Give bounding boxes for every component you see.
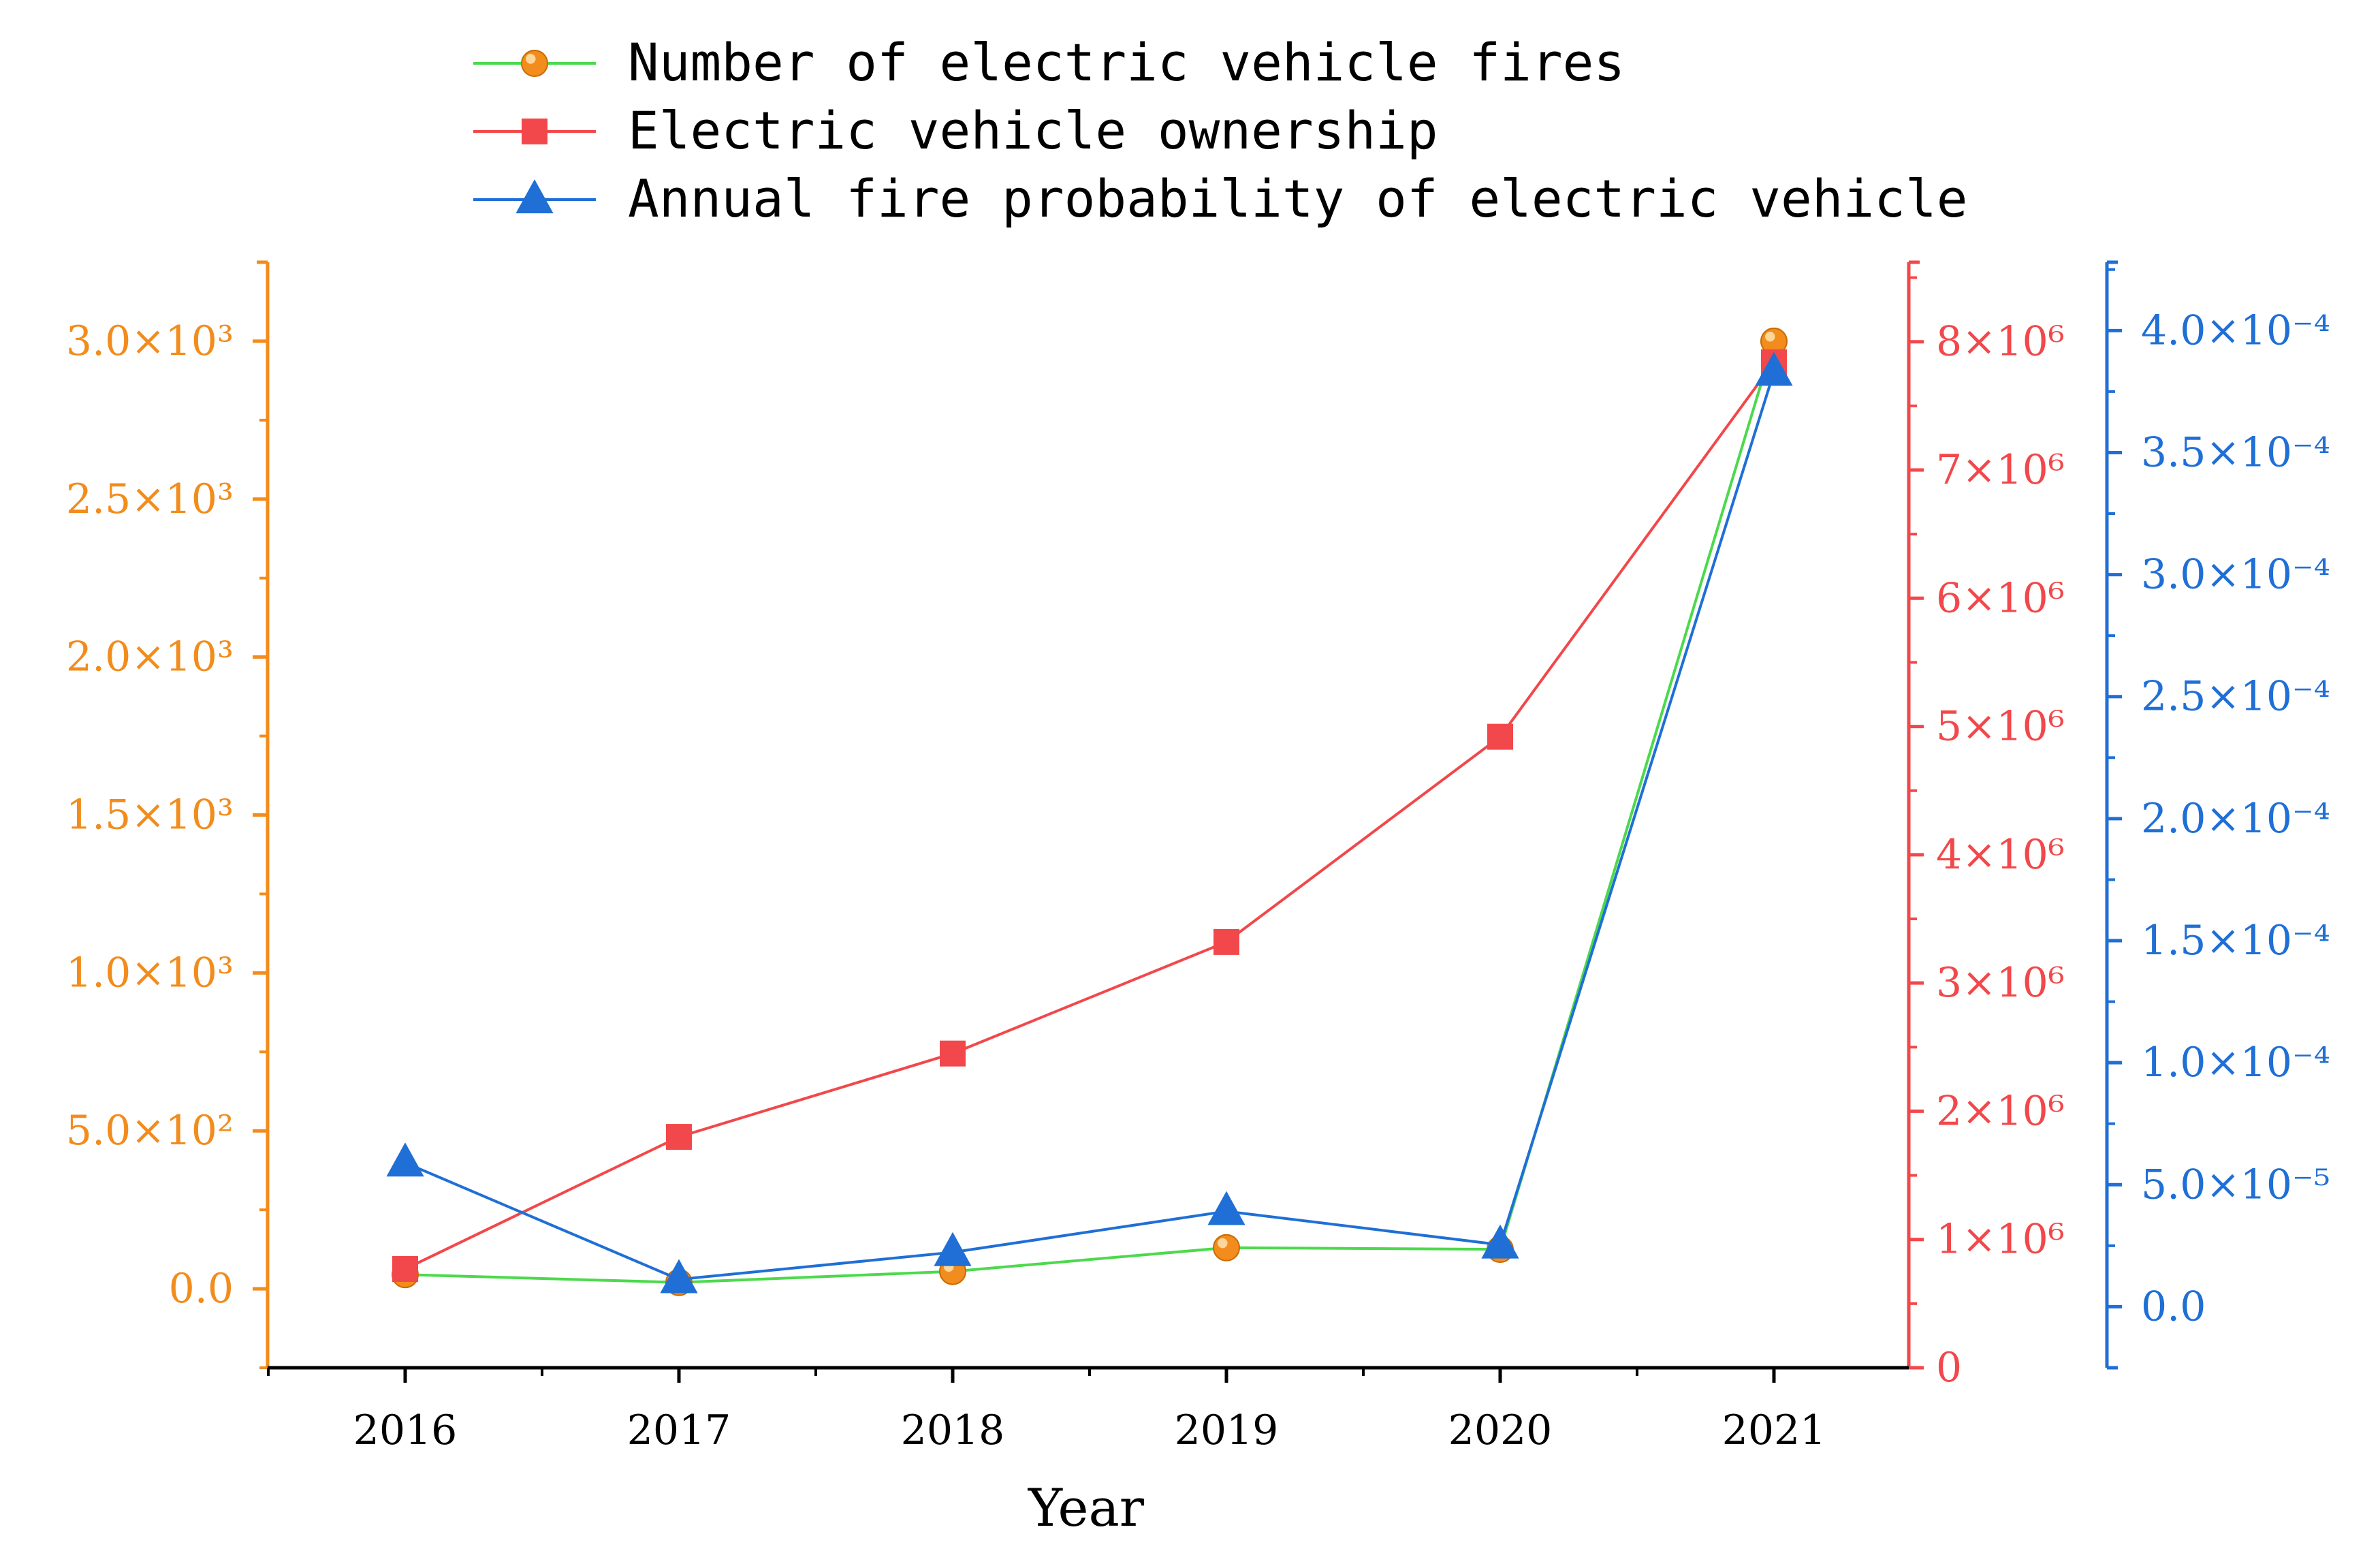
right2-tick-label: 1.0×10⁻⁴ <box>2141 1039 2330 1086</box>
x-axis: 2016 2017 2018 2019 2020 2021 <box>267 1366 1909 1454</box>
data-point-highlight <box>1765 332 1775 342</box>
x-tick-label: 2020 <box>1448 1407 1553 1454</box>
legend-item: Number of electric vehicle fires <box>473 32 1625 93</box>
data-point <box>666 1124 692 1150</box>
data-point <box>1213 928 1239 955</box>
data-point <box>934 1232 972 1266</box>
right-tick-label: 4×10⁶ <box>1936 831 2065 879</box>
left-axis: 0.0 5.0×10² 1.0×10³ 1.5×10³ 2.0×10³ 2.5×10³ 3.… <box>66 260 270 1369</box>
series-line <box>404 361 1775 1270</box>
x-tick-label: 2019 <box>1175 1407 1279 1454</box>
left-tick-label: 1.5×10³ <box>66 791 234 839</box>
right2-tick-label: 1.5×10⁻⁴ <box>2141 917 2330 965</box>
left-tick-label: 0.0 <box>169 1265 234 1313</box>
data-point <box>660 1259 698 1293</box>
legend-item: Electric vehicle ownership <box>473 100 1438 161</box>
right2-tick-label: 3.5×10⁻⁴ <box>2141 428 2330 476</box>
data-point <box>515 179 554 214</box>
right2-tick-label: 5.0×10⁻⁵ <box>2141 1161 2330 1208</box>
series-line <box>404 341 1775 1284</box>
data-point <box>522 119 548 144</box>
legend-label: Number of electric vehicle fires <box>628 32 1625 93</box>
x-tick-label: 2018 <box>901 1407 1005 1454</box>
series-square <box>392 349 1787 1283</box>
right-tick-label: 5×10⁶ <box>1936 703 2065 751</box>
right2-tick-label: 0.0 <box>2141 1283 2206 1330</box>
right-tick-label: 1×10⁶ <box>1936 1216 2065 1264</box>
data-point <box>392 1256 418 1283</box>
right-tick-label: 0 <box>1936 1344 1962 1392</box>
legend-label: Annual fire probability of electric vehi… <box>628 168 1968 229</box>
data-point-body <box>1213 1234 1240 1261</box>
series-line <box>404 371 1775 1281</box>
legend-label: Electric vehicle ownership <box>628 100 1438 161</box>
data-point-highlight <box>526 54 536 64</box>
series-triangle <box>386 351 1793 1293</box>
left-tick-label: 1.0×10³ <box>66 949 234 997</box>
data-point-highlight <box>1218 1238 1228 1249</box>
data-point <box>1207 1191 1245 1225</box>
left-tick-label: 2.5×10³ <box>66 475 234 523</box>
right-tick-label: 6×10⁶ <box>1936 574 2065 622</box>
x-tick-label: 2016 <box>353 1407 458 1454</box>
right2-tick-label: 4.0×10⁻⁴ <box>2141 307 2330 354</box>
right2-tick-label: 2.5×10⁻⁴ <box>2141 673 2330 721</box>
right-tick-label: 3×10⁶ <box>1936 959 2065 1007</box>
data-point <box>1755 351 1793 386</box>
data-point <box>386 1142 424 1177</box>
data-point-body <box>521 50 548 77</box>
right2-tick-label: 3.0×10⁻⁴ <box>2141 551 2330 599</box>
legend-item: Annual fire probability of electric vehi… <box>473 168 1968 229</box>
data-point <box>1213 1234 1240 1261</box>
x-tick-label: 2017 <box>627 1407 731 1454</box>
right2-tick-label: 2.0×10⁻⁴ <box>2141 795 2330 843</box>
right-axis-2: 0.0 5.0×10⁻⁵ 1.0×10⁻⁴ 1.5×10⁻⁴ 2.0×10⁻⁴ 2.5×1… <box>2105 260 2330 1370</box>
series-layer <box>386 327 1793 1296</box>
data-point <box>521 50 548 77</box>
data-point <box>940 1040 966 1067</box>
left-tick-label: 5.0×10² <box>66 1107 234 1155</box>
right-tick-label: 8×10⁶ <box>1936 318 2065 366</box>
right-axis: 0 1×10⁶ 2×10⁶ 3×10⁶ 4×10⁶ 5×10⁶ 6×10⁶ 7×10⁶ 8×10… <box>1907 260 2065 1392</box>
left-tick-label: 3.0×10³ <box>66 317 234 365</box>
x-tick-label: 2021 <box>1722 1407 1826 1454</box>
data-point <box>1487 723 1513 750</box>
series-circle <box>392 327 1788 1296</box>
right-tick-label: 7×10⁶ <box>1936 446 2065 494</box>
right-tick-label: 2×10⁶ <box>1936 1087 2065 1135</box>
x-axis-title: Year <box>1028 1477 1145 1538</box>
legend: Number of electric vehicle fires Electric… <box>473 32 1968 229</box>
left-tick-label: 2.0×10³ <box>66 633 234 681</box>
data-point <box>1481 1224 1519 1259</box>
